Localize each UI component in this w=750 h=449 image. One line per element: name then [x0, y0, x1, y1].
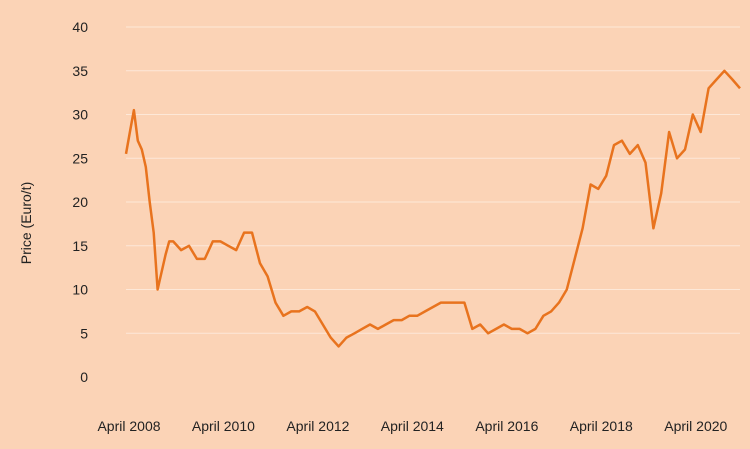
- y-tick-label: 30: [72, 107, 88, 123]
- x-tick-label: April 2014: [381, 418, 444, 434]
- y-tick-label: 15: [72, 238, 88, 254]
- x-tick-label: April 2020: [664, 418, 727, 434]
- y-tick-label: 25: [72, 150, 88, 166]
- x-tick-label: April 2016: [475, 418, 538, 434]
- y-axis-label: Price (Euro/t): [18, 182, 34, 264]
- x-tick-label: April 2012: [286, 418, 349, 434]
- y-tick-labels: 0 5 10 15 20 25 30 35 40: [72, 19, 88, 385]
- y-tick-label: 5: [80, 325, 88, 341]
- y-tick-label: 40: [72, 19, 88, 35]
- y-tick-label: 0: [80, 369, 88, 385]
- y-tick-label: 10: [72, 282, 88, 298]
- y-tick-label: 35: [72, 63, 88, 79]
- y-tick-label: 20: [72, 194, 88, 210]
- x-tick-label: April 2008: [97, 418, 160, 434]
- x-tick-labels: April 2008 April 2010 April 2012 April 2014…: [97, 418, 727, 434]
- price-series-line: [124, 69, 741, 348]
- x-tick-label: April 2018: [570, 418, 633, 434]
- x-tick-label: April 2010: [192, 418, 255, 434]
